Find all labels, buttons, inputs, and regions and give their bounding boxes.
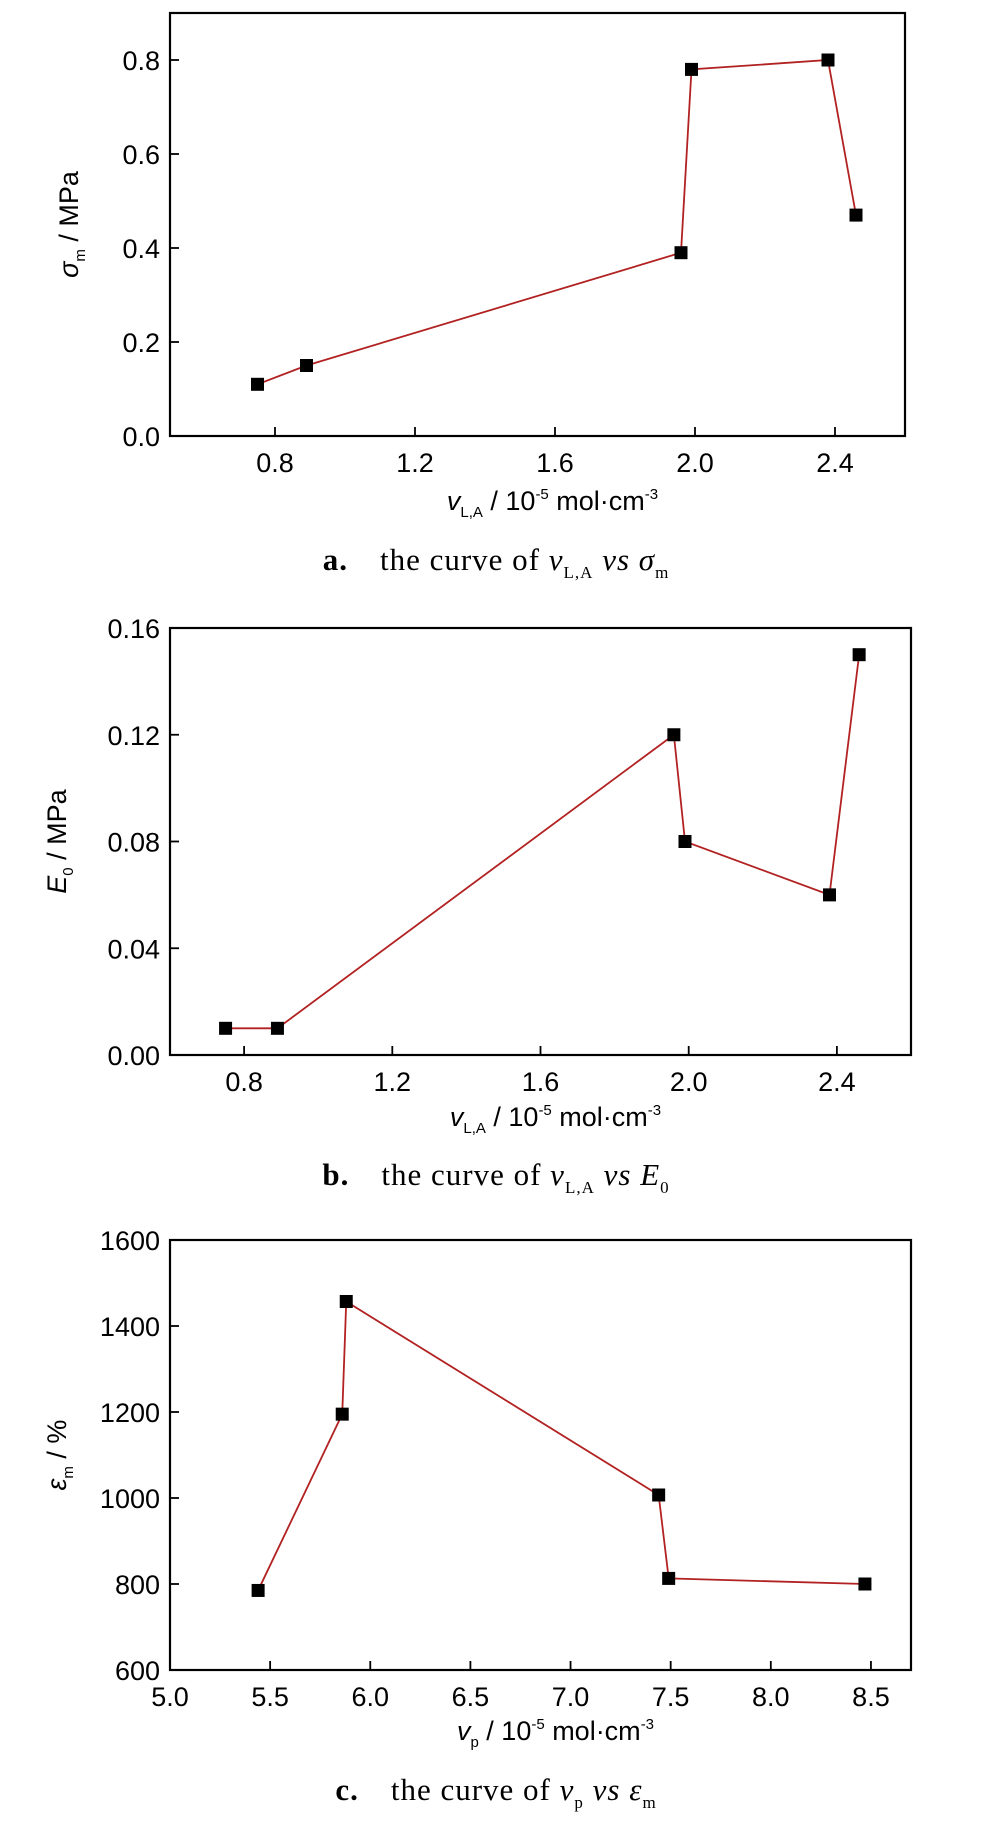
data-point-marker (822, 888, 836, 902)
x-tick-label: 0.8 (256, 448, 294, 478)
y-tick-label: 1400 (100, 1312, 160, 1342)
x-axis-title: vp / 10-5 mol·cm-3 (457, 1716, 654, 1751)
figure-caption: a. the curve of νL,A vs σm (323, 542, 670, 582)
y-tick-label: 0.12 (107, 721, 160, 751)
x-tick-label: 0.8 (225, 1067, 263, 1097)
data-point-marker (678, 835, 692, 848)
data-point-marker (674, 246, 688, 260)
y-axis-title: E0 / MPa (42, 788, 77, 893)
plot-frame (168, 11, 907, 438)
data-point-marker (821, 53, 835, 67)
data-point-marker (219, 1021, 233, 1035)
data-point-marker (667, 728, 681, 742)
y-tick-label: 600 (115, 1656, 160, 1686)
x-tick-label: 7.0 (552, 1682, 590, 1712)
y-tick-label: 0.4 (122, 234, 160, 264)
data-point-marker (858, 1577, 872, 1591)
series-line (257, 1299, 865, 1591)
x-tick-label: 6.5 (452, 1682, 490, 1712)
y-tick-label: 800 (115, 1570, 160, 1600)
data-point-marker (339, 1294, 353, 1308)
data-point-marker (251, 377, 264, 391)
plot-frame (168, 626, 913, 1057)
chart-panel-c: 5.0 5.5 6.0 6.5 7.0 7.5 8.0 8.5 600 800 1000 1200 14… (42, 1226, 913, 1812)
y-tick-label: 0.00 (107, 1041, 160, 1071)
x-tick-label: 5.0 (151, 1682, 189, 1712)
data-point-marker (270, 1021, 284, 1035)
data-point-marker (335, 1407, 349, 1421)
data-point-marker (662, 1571, 676, 1585)
data-point-marker (852, 648, 866, 662)
y-tick-label: 1000 (100, 1484, 160, 1514)
plot-frame (168, 1238, 913, 1672)
y-tick-label: 0.08 (107, 828, 160, 858)
x-tick-label: 7.5 (652, 1682, 690, 1712)
data-point-marker (652, 1488, 666, 1502)
series-line (257, 59, 857, 386)
y-axis-title: εm / % (42, 1420, 77, 1491)
x-tick-label: 2.4 (816, 448, 854, 478)
x-tick-label: 2.0 (676, 448, 714, 478)
y-tick-label: 1600 (100, 1226, 160, 1256)
y-tick-label: 0.0 (122, 422, 160, 452)
x-tick-label: 5.5 (251, 1682, 289, 1712)
x-tick-label: 1.6 (522, 1067, 560, 1097)
x-tick-label: 2.4 (818, 1067, 856, 1097)
series-line (225, 654, 861, 1030)
chart-panel-a: 0.8 1.2 1.6 2.0 2.4 0.0 0.2 0.4 0.6 0.8 vL,A / 10-… (54, 11, 907, 582)
y-axis-title: σm / MPa (54, 170, 89, 278)
x-tick-label: 8.5 (852, 1682, 890, 1712)
figure-caption: c. the curve of νp vs εm (335, 1772, 656, 1812)
data-point-marker (251, 1583, 265, 1597)
y-tick-label: 0.8 (122, 46, 160, 76)
y-tick-label: 1200 (100, 1398, 160, 1428)
x-axis-title: vL,A / 10-5 mol·cm-3 (447, 486, 658, 521)
data-point-marker (300, 359, 313, 372)
x-tick-label: 2.0 (670, 1067, 708, 1097)
x-tick-label: 8.0 (752, 1682, 790, 1712)
y-tick-label: 0.16 (107, 614, 160, 644)
chart-panel-b: 0.8 1.2 1.6 2.0 2.4 0.00 0.04 0.08 0.12 0.16 vL,A … (42, 614, 913, 1197)
x-tick-label: 1.2 (396, 448, 434, 478)
y-tick-label: 0.2 (122, 328, 160, 358)
x-tick-label: 6.0 (351, 1682, 389, 1712)
y-tick-label: 0.6 (122, 140, 160, 170)
y-tick-label: 0.04 (107, 934, 160, 964)
x-tick-label: 1.2 (374, 1067, 412, 1097)
x-tick-label: 1.6 (536, 448, 574, 478)
x-axis-title: vL,A / 10-5 mol·cm-3 (450, 1102, 661, 1137)
figure-caption: b. the curve of νL,A vs E0 (322, 1157, 669, 1197)
data-point-marker (685, 62, 698, 76)
data-point-marker (849, 208, 863, 222)
